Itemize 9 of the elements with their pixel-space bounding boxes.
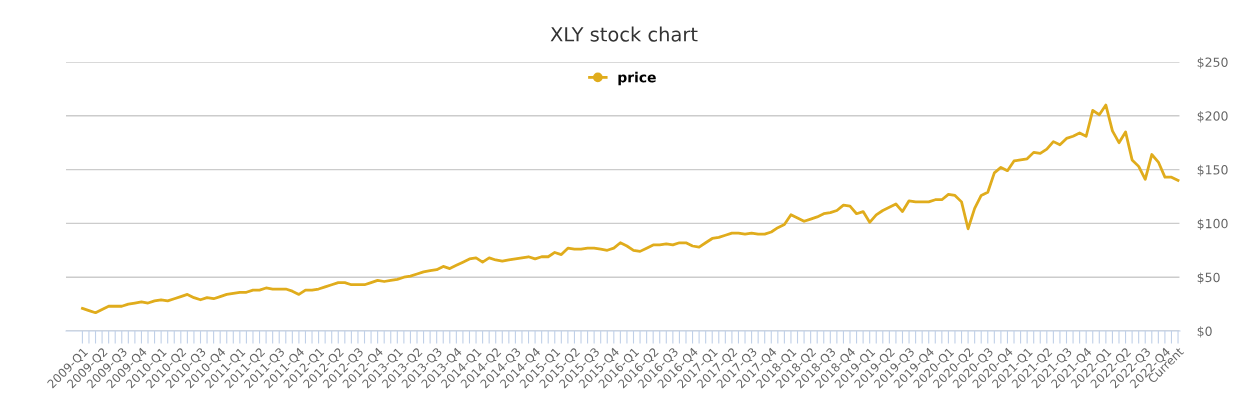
legend-label: price <box>618 71 656 86</box>
y-tick-label: $100 <box>1197 218 1228 230</box>
chart-title: XLY stock chart <box>550 26 698 42</box>
y-tick-label: $0 <box>1197 326 1212 338</box>
y-tick-label: $250 <box>1197 57 1228 69</box>
line-series <box>81 103 1180 315</box>
y-tick-label: $150 <box>1197 164 1228 177</box>
y-tick-label: $200 <box>1197 111 1228 123</box>
y-tick-label: $50 <box>1197 272 1220 284</box>
